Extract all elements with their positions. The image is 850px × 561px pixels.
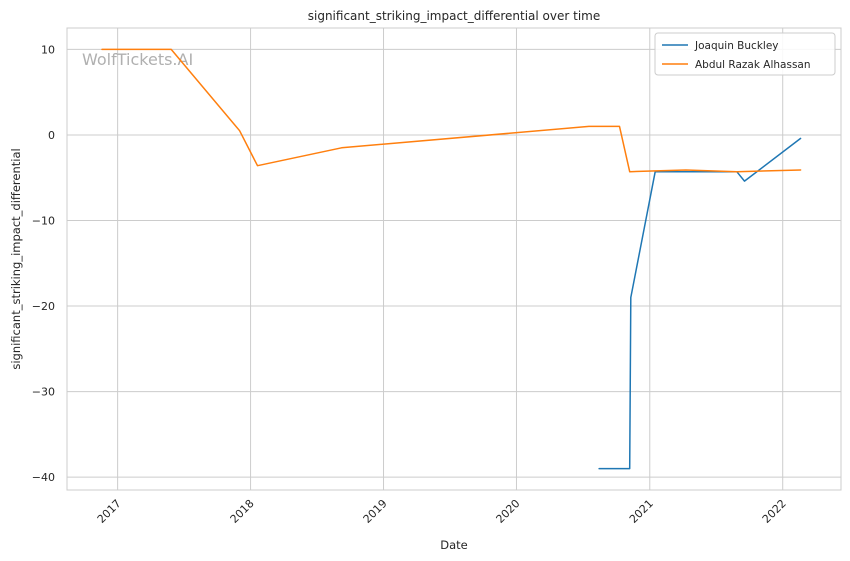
series-line-joaquin-buckley <box>598 137 802 470</box>
y-tick-labels: 10 0 −10 −20 −30 −40 <box>32 43 55 484</box>
y-tick-label: 10 <box>41 43 55 56</box>
legend-label: Abdul Razak Alhassan <box>695 59 811 71</box>
grid <box>67 28 841 490</box>
series-line-abdul-razak-alhassan <box>101 48 802 173</box>
y-tick-label: −30 <box>32 386 55 399</box>
y-tick-label: −20 <box>32 300 55 313</box>
legend: Joaquin Buckley Abdul Razak Alhassan <box>654 32 836 76</box>
x-axis-label: Date <box>440 538 468 552</box>
y-tick-label: 0 <box>48 129 55 142</box>
plot-area <box>67 28 841 490</box>
legend-label: Joaquin Buckley <box>694 40 779 52</box>
y-tick-label: −10 <box>32 215 55 228</box>
y-axis-label: significant_striking_impact_differential <box>9 148 23 369</box>
plot-frame <box>66 27 842 491</box>
y-tick-label: −40 <box>32 471 55 484</box>
series-group <box>101 48 802 470</box>
legend-box <box>654 32 836 76</box>
chart-title: significant_striking_impact_differential… <box>308 9 600 23</box>
watermark: WolfTickets.AI <box>82 50 193 69</box>
